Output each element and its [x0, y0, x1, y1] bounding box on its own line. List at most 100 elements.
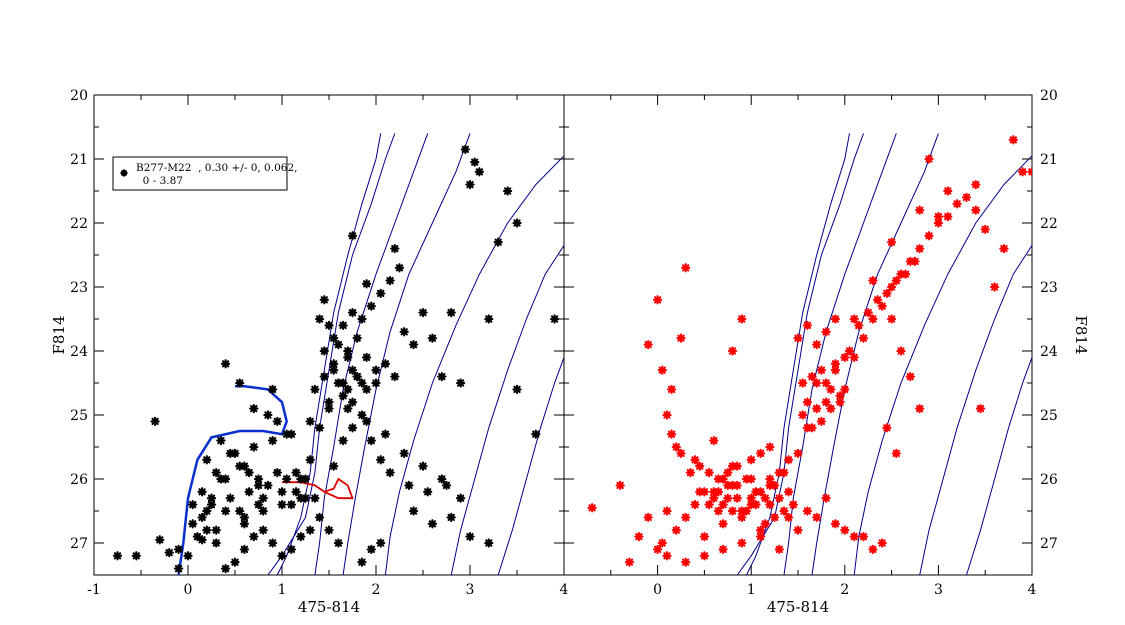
y-tick-label: 22 [70, 216, 88, 232]
data-point [704, 499, 714, 510]
data-point [484, 538, 494, 548]
left-y-axis-title: F814 [50, 315, 68, 354]
data-point [235, 461, 245, 471]
data-point [385, 275, 395, 286]
data-point [277, 487, 287, 497]
data-point [737, 538, 747, 548]
data-point [980, 224, 990, 235]
data-point [385, 467, 395, 478]
data-point [202, 525, 212, 535]
x-tick-label: 3 [934, 582, 943, 598]
data-point [329, 359, 339, 369]
data-point [746, 493, 756, 503]
data-point [155, 535, 165, 545]
data-point [830, 519, 841, 529]
isochrone-line [276, 133, 382, 575]
isochrone-line [919, 244, 1032, 575]
data-point [840, 525, 850, 535]
data-point [225, 493, 235, 503]
left-blue-track [177, 384, 289, 575]
data-point [305, 525, 315, 535]
data-point [783, 512, 794, 523]
data-point [202, 455, 212, 465]
data-point [755, 487, 766, 497]
data-point [197, 512, 207, 523]
x-tick-label: 2 [372, 582, 381, 598]
data-point [291, 487, 301, 497]
data-point [296, 531, 306, 542]
data-point [826, 403, 836, 414]
data-point [399, 327, 409, 337]
data-point [783, 487, 794, 497]
data-point [408, 339, 419, 350]
data-point [343, 384, 353, 395]
y-tick-label: 25 [1040, 408, 1058, 424]
data-point [230, 448, 240, 459]
data-point [512, 384, 522, 395]
data-point [723, 493, 733, 503]
data-point [267, 538, 278, 548]
data-point [319, 371, 329, 382]
right-y-axis-title: F814 [1072, 315, 1090, 354]
data-point [418, 307, 428, 318]
data-point [249, 442, 259, 452]
data-point [314, 314, 325, 324]
right-x-axis-title: 475-814 [767, 598, 829, 616]
data-point [272, 416, 282, 427]
data-point [690, 499, 700, 510]
data-point [202, 506, 212, 516]
data-point [239, 519, 250, 529]
data-point [812, 378, 822, 388]
data-point [277, 499, 287, 510]
data-point [305, 416, 315, 427]
data-point [999, 243, 1009, 254]
data-point [404, 480, 414, 491]
x-tick-label: 2 [840, 582, 849, 598]
data-point [695, 461, 705, 471]
data-point [188, 519, 198, 529]
data-point [830, 314, 841, 324]
y-tick-label: 26 [70, 472, 88, 488]
legend-line-2: 0 - 3.87 [136, 175, 183, 187]
data-point [807, 371, 817, 382]
x-tick-label: 1 [747, 582, 756, 598]
data-point [657, 365, 667, 375]
data-point [709, 493, 719, 503]
data-point [624, 557, 635, 567]
data-point [718, 499, 728, 510]
data-point [484, 314, 494, 324]
data-point [427, 519, 438, 529]
data-point [338, 435, 348, 446]
data-point [267, 384, 278, 395]
data-point [1027, 167, 1032, 177]
data-point [206, 493, 217, 503]
data-point [329, 333, 339, 343]
data-point [793, 333, 803, 343]
y-tick-label: 26 [1040, 472, 1058, 488]
left-red-track [282, 477, 354, 500]
data-point [357, 410, 367, 420]
left-y-ticks: 20 21 22 23 24 25 26 27 [70, 88, 564, 576]
data-point [671, 525, 681, 535]
data-point [900, 269, 911, 279]
data-point [961, 192, 972, 203]
data-point [324, 397, 334, 407]
data-point [235, 506, 245, 516]
data-point [840, 352, 850, 363]
data-point [723, 467, 733, 478]
data-point [437, 371, 447, 382]
data-point [802, 506, 813, 516]
data-point [211, 467, 221, 478]
data-point [666, 384, 677, 395]
data-point [886, 282, 897, 292]
data-point [690, 455, 700, 465]
data-point [338, 378, 348, 388]
y-tick-label: 21 [1040, 152, 1058, 168]
data-point [634, 531, 644, 542]
x-tick-label: 3 [466, 582, 475, 598]
y-tick-label: 20 [70, 88, 88, 104]
data-point [376, 455, 386, 465]
data-point [755, 531, 766, 542]
